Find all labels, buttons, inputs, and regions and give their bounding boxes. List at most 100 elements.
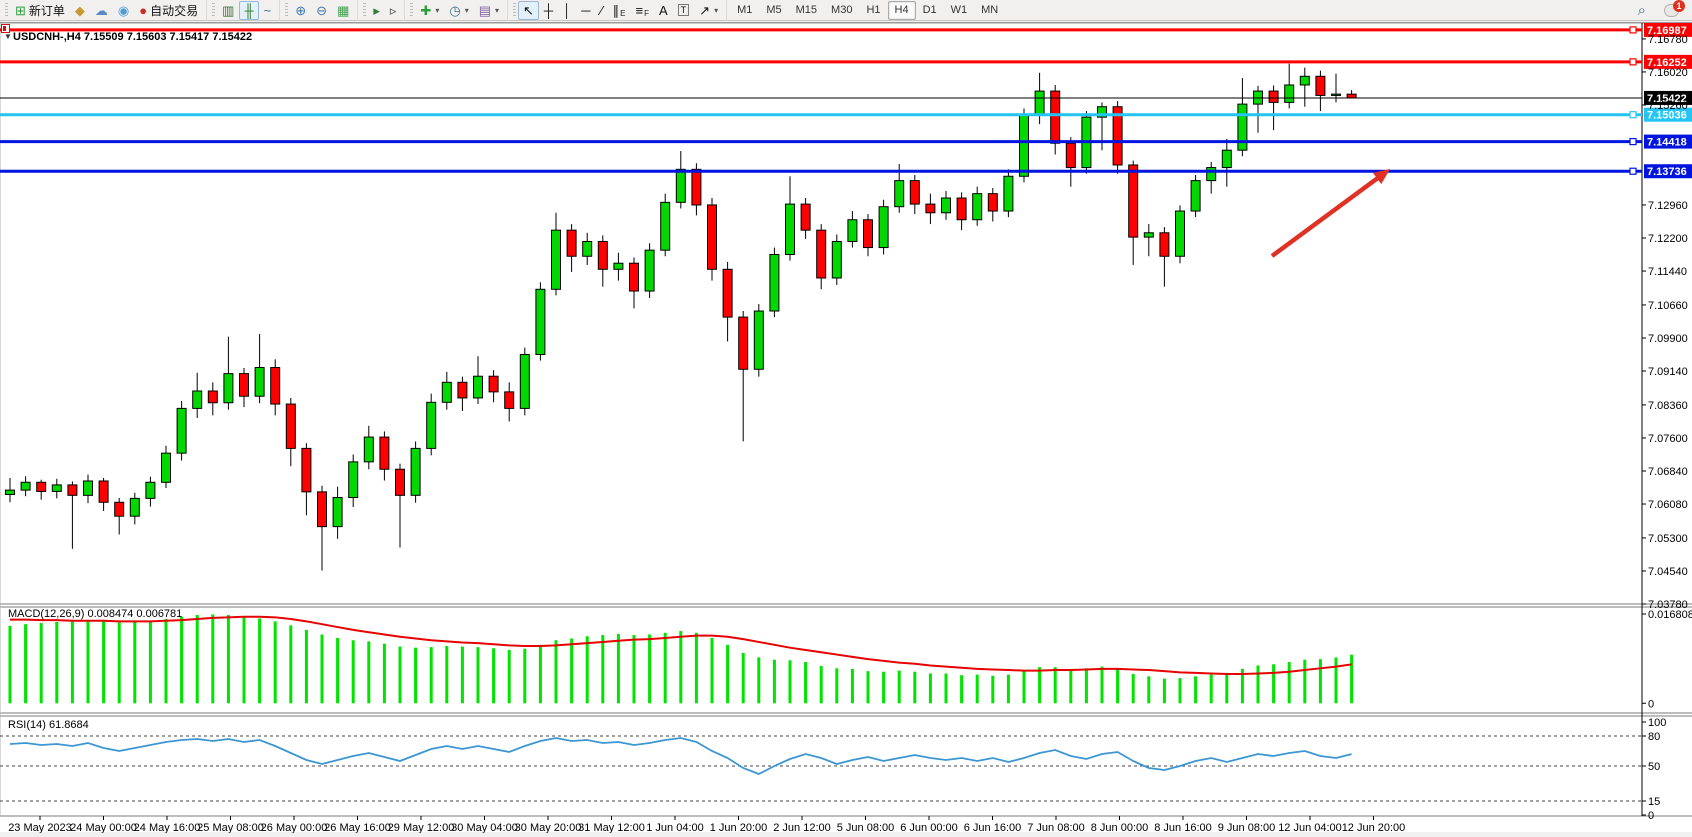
- notifications-button[interactable]: 1: [1659, 0, 1685, 20]
- trendline-button[interactable]: ∕: [595, 1, 607, 20]
- candle-body: [1299, 75, 1310, 86]
- macd-histogram-bar: [710, 637, 714, 704]
- macd-histogram-bar: [507, 649, 511, 704]
- macd-histogram-bar: [648, 634, 652, 704]
- notification-badge: 1: [1673, 0, 1685, 12]
- search-button[interactable]: ⌕: [1633, 1, 1651, 20]
- label-icon: T: [677, 4, 690, 16]
- candle-body: [675, 168, 686, 203]
- vertical-line-button[interactable]: │: [558, 1, 576, 20]
- macd-histogram-bar: [226, 615, 230, 704]
- line-chart-button[interactable]: ~: [259, 1, 277, 20]
- chevron-down-icon[interactable]: ▾: [495, 5, 500, 15]
- macd-histogram-bar: [632, 635, 636, 704]
- candle-body: [36, 481, 47, 492]
- main-toolbar: ⊞ 新订单 ◆ ☁ ◉ ● 自动交易 ▥ ╫ ~ ⊕ ⊖ ▦ ▸ ▹ ✚ ▾ ◷ ▾ ▤ ▾ ↖ ┼ │ ─ ∕ ∥ E ≡ F A T ↗ ▾ M…: [0, 0, 1692, 21]
- fibonacci-button[interactable]: ≡ F: [631, 1, 654, 20]
- macd-histogram-bar: [476, 647, 480, 704]
- trend-arrow[interactable]: [1270, 173, 1384, 258]
- chart-canvas[interactable]: 7.16987 7.16252 7.15422 7.15036 7.14418 7.137…: [0, 23, 1692, 833]
- rsi-tick-label: 100: [1648, 717, 1666, 729]
- chart-shift-button[interactable]: ▸: [368, 1, 385, 20]
- resistance-line-1-handle[interactable]: [1629, 26, 1637, 34]
- timeframe-button-m30[interactable]: M30: [831, 4, 853, 16]
- time-axis-label: 25 May 08:00: [197, 822, 264, 833]
- auto-scroll-button[interactable]: ▹: [385, 1, 402, 20]
- zoom-in-button[interactable]: ⊕: [290, 1, 311, 20]
- timeframe-button-m1[interactable]: M1: [737, 4, 753, 16]
- bar-chart-button[interactable]: ▥: [217, 1, 239, 20]
- signals-button[interactable]: ◉: [113, 1, 134, 20]
- macd-histogram-bar: [960, 675, 964, 704]
- support-line-cyan-handle[interactable]: [1629, 111, 1637, 119]
- timeframe-button-w1[interactable]: W1: [950, 4, 968, 16]
- price-tick-label: 7.06840: [1648, 466, 1688, 478]
- tile-windows-button[interactable]: ▦: [332, 1, 354, 20]
- candle-body: [83, 480, 93, 496]
- periods-button[interactable]: ◷ ▾: [444, 1, 473, 20]
- candle-body: [925, 203, 936, 214]
- resistance-line-2-price-tag: [1644, 54, 1692, 69]
- mql5-community-button[interactable]: ☁: [90, 1, 113, 20]
- candle-body: [1050, 90, 1061, 144]
- macd-histogram-bar: [336, 637, 340, 704]
- fibonacci-icon: ≡: [635, 2, 644, 18]
- macd-histogram-bar: [663, 632, 667, 704]
- timeframe-button-h1[interactable]: H1: [866, 4, 881, 16]
- mql5-market-button[interactable]: ◆: [70, 1, 90, 20]
- time-axis-label: 6 Jun 16:00: [964, 822, 1022, 833]
- macd-histogram-bar: [148, 620, 152, 704]
- timeframe-button-m5[interactable]: M5: [766, 4, 782, 16]
- arrows-button[interactable]: ↗ ▾: [694, 1, 723, 20]
- chevron-down-icon[interactable]: ▾: [464, 5, 469, 15]
- candle-body: [847, 219, 858, 242]
- chart-window[interactable]: 7.16987 7.16252 7.15422 7.15036 7.14418 7.137…: [0, 22, 1692, 833]
- zoom-out-button[interactable]: ⊖: [311, 1, 332, 20]
- candlestick-chart-button[interactable]: ╫: [239, 0, 259, 20]
- time-axis-label: 8 Jun 16:00: [1154, 822, 1212, 833]
- candle-body: [129, 497, 140, 517]
- timeframe-button-d1[interactable]: D1: [922, 4, 937, 16]
- label-button[interactable]: T: [673, 1, 695, 20]
- candle-body: [629, 262, 639, 292]
- channel-icon: ∥: [612, 2, 620, 18]
- chevron-down-icon[interactable]: ▾: [435, 5, 440, 15]
- autotrading-button-label: 自动交易: [150, 3, 199, 18]
- candle-body: [738, 316, 749, 370]
- text-icon: A: [658, 2, 668, 18]
- timeframe-button-h4[interactable]: H4: [887, 0, 916, 20]
- candle-body: [270, 367, 281, 405]
- trend-arrow-head[interactable]: [1372, 169, 1390, 185]
- indicators-button[interactable]: ✚ ▾: [415, 1, 444, 20]
- candle-body: [987, 193, 998, 212]
- cursor-button[interactable]: ↖: [518, 0, 539, 20]
- crosshair-button[interactable]: ┼: [539, 1, 558, 20]
- chart-shift-icon: ▸: [373, 2, 380, 18]
- support-line-blue-2-handle[interactable]: [1629, 167, 1637, 175]
- autotrading-button[interactable]: ● 自动交易: [134, 1, 203, 20]
- horizontal-line-button[interactable]: ─: [576, 1, 595, 20]
- channel-button[interactable]: ∥ E: [608, 1, 631, 20]
- templates-button[interactable]: ▤ ▾: [474, 1, 504, 20]
- macd-histogram-bar: [180, 616, 184, 704]
- chevron-down-icon[interactable]: ▾: [714, 5, 719, 15]
- resistance-line-2-handle[interactable]: [1629, 58, 1637, 66]
- template-icon: ▤: [478, 2, 491, 18]
- support-line-blue-1-price-tag: [1644, 134, 1692, 149]
- timeframe-button-mn[interactable]: MN: [981, 4, 999, 16]
- new-order-button[interactable]: ⊞ 新订单: [10, 1, 70, 20]
- candle-body: [1346, 93, 1357, 99]
- candle-body: [582, 240, 593, 257]
- timeframe-button-m15[interactable]: M15: [795, 4, 818, 16]
- search-icon: ⌕: [1637, 1, 1646, 19]
- rsi-tick-label: 0: [1648, 810, 1654, 822]
- symbol-dropdown-caret[interactable]: ▼: [4, 32, 12, 41]
- macd-histogram-bar: [351, 640, 355, 704]
- zoom-out-icon: ⊖: [316, 2, 328, 18]
- macd-histogram-bar: [1318, 659, 1322, 704]
- support-line-cyan-price-tag-label: 7.15036: [1647, 110, 1687, 122]
- support-line-blue-1-handle[interactable]: [1629, 137, 1637, 146]
- time-axis-label: 30 May 04:00: [451, 822, 518, 833]
- time-axis-label: 12 Jun 20:00: [1342, 822, 1406, 833]
- text-button[interactable]: A: [654, 1, 673, 20]
